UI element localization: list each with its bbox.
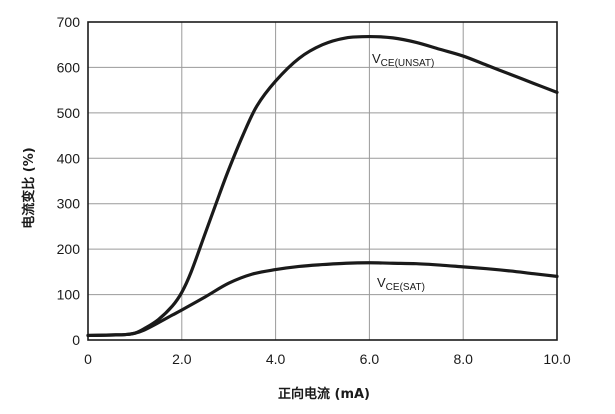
x-tick-label: 0 xyxy=(84,351,92,367)
series-label-unsat-main: V xyxy=(372,51,381,66)
plot-frame xyxy=(87,21,558,341)
series-layer xyxy=(86,34,559,338)
y-axis-label: 电流变比 (%) xyxy=(21,147,37,228)
y-tick-labels: 0 100 200 300 400 500 600 700 xyxy=(57,14,81,348)
x-tick-label: 8.0 xyxy=(453,351,473,367)
y-tick-label: 500 xyxy=(57,105,81,121)
x-axis-label: 正向电流 (mA) xyxy=(278,386,370,402)
y-tick-label: 700 xyxy=(57,14,81,30)
y-tick-label: 100 xyxy=(57,287,81,303)
series-line-vce-unsat xyxy=(86,34,559,338)
x-tick-label: 6.0 xyxy=(360,351,380,367)
series-label-sat-main: V xyxy=(377,275,386,290)
y-tick-label: 600 xyxy=(57,59,81,75)
series-label-unsat-sub: CE(UNSAT) xyxy=(381,58,435,69)
y-tick-label: 0 xyxy=(72,332,80,348)
series-label-sat: VCE(SAT) xyxy=(377,275,425,293)
grid xyxy=(87,21,558,341)
x-tick-labels: 0 2.0 4.0 6.0 8.0 10.0 xyxy=(84,351,571,367)
series-label-sat-sub: CE(SAT) xyxy=(386,282,425,293)
y-tick-label: 200 xyxy=(57,241,81,257)
y-tick-label: 400 xyxy=(57,150,81,166)
series-line-vce-sat xyxy=(86,261,559,338)
x-tick-label: 4.0 xyxy=(266,351,286,367)
x-tick-label: 10.0 xyxy=(543,351,570,367)
series-label-unsat: VCE(UNSAT) xyxy=(372,51,434,69)
y-tick-label: 300 xyxy=(57,196,81,212)
x-tick-label: 2.0 xyxy=(172,351,192,367)
